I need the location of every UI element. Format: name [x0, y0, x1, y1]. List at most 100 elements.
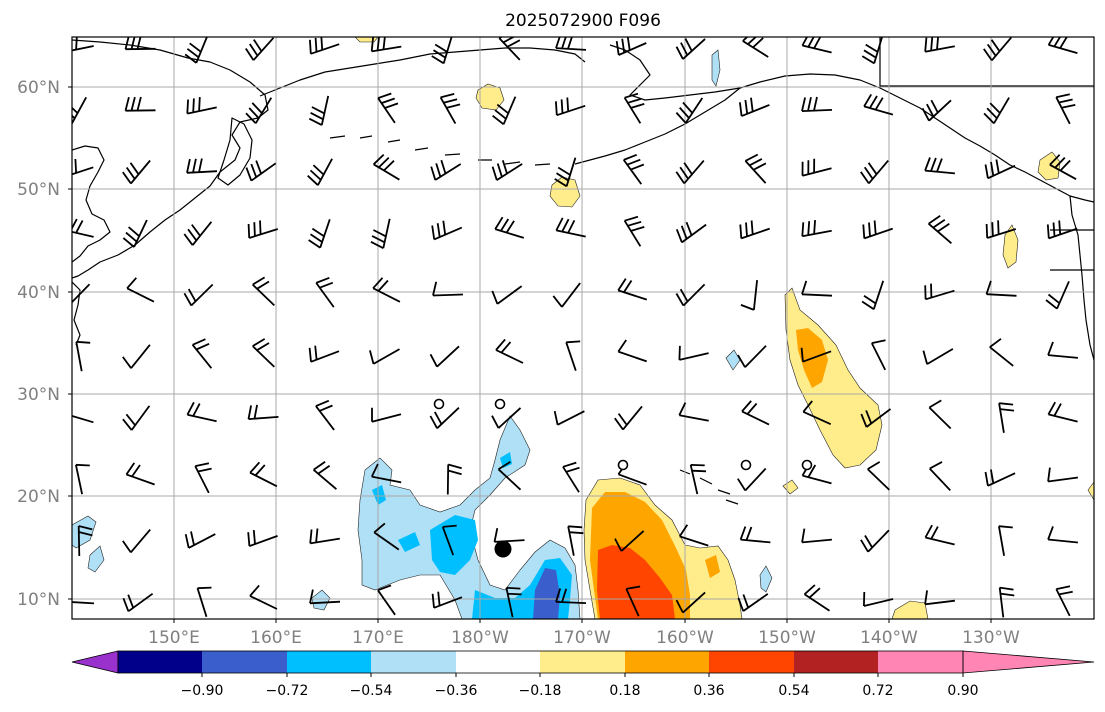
wind-barb — [998, 402, 1015, 433]
colorbar-extend-left — [71, 650, 119, 674]
negative-anomaly-core — [398, 532, 420, 552]
wind-barb — [122, 405, 151, 431]
colorbar-tick-label: −0.54 — [350, 683, 393, 699]
wind-barb — [1047, 467, 1079, 483]
wind-barb — [315, 399, 335, 431]
lat-label: 40°N — [17, 283, 60, 303]
coastline-pacific-nw — [1069, 195, 1094, 361]
wind-barb — [555, 97, 586, 117]
wind-barb — [494, 216, 525, 239]
wind-barb — [860, 160, 889, 184]
colorbar-segment — [456, 651, 540, 673]
wind-barb — [186, 97, 217, 115]
wind-barb — [184, 531, 216, 549]
wind-barb — [861, 280, 885, 310]
wind-barb — [491, 160, 523, 181]
wind-barb — [924, 590, 956, 606]
station-marker — [617, 459, 629, 471]
wind-barb — [863, 93, 894, 116]
colorbar-segment — [540, 651, 625, 673]
wind-barb — [553, 410, 585, 426]
wind-barb — [614, 405, 643, 431]
wind-barb — [983, 37, 1012, 61]
wind-barb — [196, 586, 212, 618]
wind-barb — [552, 282, 581, 308]
wind-barb — [191, 338, 213, 369]
wind-barb — [1046, 220, 1078, 240]
lon-label: 150°E — [148, 628, 200, 648]
colorbar-tick-label: 0.54 — [778, 683, 809, 699]
positive-anomaly-strong — [597, 545, 675, 619]
wind-barb — [247, 530, 278, 547]
coastline-aleutians — [329, 135, 551, 166]
wind-barb — [675, 97, 704, 124]
wind-barb — [72, 96, 87, 125]
wind-barb — [1047, 341, 1078, 359]
colorbar-tick-label: 0.18 — [609, 683, 640, 699]
colorbar-tick-label: 0.90 — [947, 683, 978, 699]
wind-barb — [863, 591, 894, 607]
wind-barb — [429, 345, 460, 368]
station-markers — [433, 398, 813, 558]
wind-barb — [554, 157, 577, 188]
wind-barb — [861, 37, 884, 65]
storm-center-marker — [494, 540, 512, 558]
wind-barb — [75, 340, 91, 372]
wind-barb — [313, 461, 337, 490]
wind-barb — [183, 221, 213, 246]
graticule — [72, 37, 1094, 619]
wind-barb — [1047, 37, 1078, 54]
wind-barb — [737, 467, 767, 492]
wind-barb — [625, 585, 641, 617]
coastlines — [72, 37, 1094, 505]
wind-barb — [803, 584, 830, 612]
colorbar-ticks — [201, 673, 964, 677]
negative-anomaly-core — [372, 485, 386, 505]
colorbar-segment — [709, 651, 794, 673]
wind-barb — [432, 281, 464, 297]
wind-barb — [678, 402, 709, 422]
wind-barb — [431, 220, 463, 241]
wind-barb — [308, 219, 331, 249]
negative-anomaly-small — [711, 49, 721, 87]
colorbar-segment — [371, 651, 456, 673]
wind-barb — [622, 153, 645, 185]
wind-barb — [491, 285, 523, 305]
negative-anomaly-strong — [533, 568, 560, 619]
lon-label: 130°W — [962, 628, 1020, 648]
coastline-alaska-peninsula — [574, 87, 741, 165]
wind-barb — [373, 522, 400, 551]
wind-barb — [247, 404, 279, 420]
coastline-okhotsk — [72, 145, 111, 263]
lat-label: 10°N — [17, 590, 60, 610]
lon-label: 140°W — [860, 628, 918, 648]
wind-barb — [430, 159, 462, 181]
negative-anomaly-core — [430, 515, 478, 575]
wind-barb — [377, 584, 396, 616]
colorbar-tick-label: −0.72 — [266, 683, 309, 699]
wind-barb — [614, 530, 645, 552]
wind-barb — [371, 407, 402, 423]
station-marker — [740, 459, 752, 471]
wind-barb — [555, 588, 587, 604]
wind-barb — [924, 157, 955, 175]
wind-barb — [183, 283, 214, 307]
wind-barb — [491, 407, 522, 429]
lat-label: 60°N — [17, 78, 60, 98]
lon-label: 160°E — [250, 628, 302, 648]
wind-barb — [924, 524, 955, 546]
colorbar-segment — [287, 651, 371, 673]
wind-barb — [309, 37, 340, 55]
wind-barb — [122, 592, 154, 613]
lon-label: 170°W — [553, 628, 611, 648]
wind-barb — [1045, 280, 1070, 310]
wind-barb — [72, 601, 95, 605]
wind-barb — [249, 461, 278, 488]
wind-barb — [928, 215, 952, 244]
wind-barb — [998, 586, 1015, 618]
wind-barb — [194, 462, 212, 494]
wind-barb — [985, 220, 1017, 239]
wind-barb — [372, 153, 400, 181]
colorbar-segment — [878, 651, 963, 673]
